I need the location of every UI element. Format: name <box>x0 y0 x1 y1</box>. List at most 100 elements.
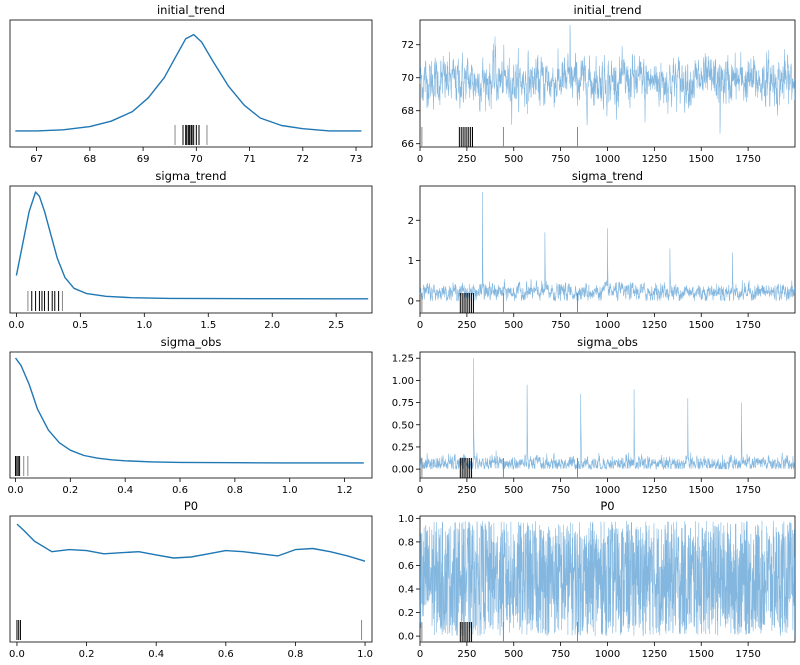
y-tick-label: 0.6 <box>398 561 414 572</box>
x-tick-label: 0.6 <box>172 485 188 496</box>
x-tick-label: 67 <box>30 154 43 165</box>
x-tick-label: 0.8 <box>287 649 303 660</box>
trace-line <box>419 24 796 134</box>
x-tick-label: 70 <box>190 154 203 165</box>
x-tick-label: 1000 <box>595 485 620 496</box>
panel-1: initial_trend 0 250 500 750 1000 1250 1500 1750 6… <box>401 3 796 165</box>
x-tick-label: 73 <box>350 154 363 165</box>
panel-5: sigma_obs 0 250 500 750 1000 1250 1500 1750 0.00 0… <box>392 335 796 496</box>
x-tick-label: 0 <box>417 154 423 165</box>
x-tick-label: 1750 <box>735 649 760 660</box>
x-tick-label: 1500 <box>689 320 714 331</box>
x-tick-label: 1750 <box>735 320 760 331</box>
kde-line <box>15 191 369 300</box>
x-tick-label: 750 <box>551 320 570 331</box>
x-tick-label: 1000 <box>595 649 620 660</box>
x-tick-label: 1000 <box>595 320 620 331</box>
axes-frame <box>9 351 373 479</box>
kde-line <box>15 33 362 132</box>
x-tick-label: 0.4 <box>148 649 164 660</box>
x-tick-label: 750 <box>551 154 570 165</box>
y-tick-label: 68 <box>401 106 414 117</box>
x-tick-label: 250 <box>457 320 476 331</box>
x-tick-label: 1500 <box>689 649 714 660</box>
x-tick-label: 1.5 <box>200 320 216 331</box>
x-tick-label: 0 <box>417 649 423 660</box>
y-tick-label: 0.50 <box>392 420 414 431</box>
panel-title: initial_trend <box>573 3 641 17</box>
y-tick-label: 70 <box>401 73 414 84</box>
y-tick-label: 0 <box>408 296 414 307</box>
panel-7: P0 0 250 500 750 1000 1250 1500 1750 0.0 0.2 0.4 0.6… <box>398 499 796 660</box>
panel-title: P0 <box>184 499 198 513</box>
x-tick-label: 500 <box>504 485 523 496</box>
y-tick-label: 0.2 <box>398 608 414 619</box>
x-tick-label: 0.6 <box>218 649 234 660</box>
panel-4: sigma_obs 0.0 0.2 0.4 0.6 0.8 1.0 1.2 <box>8 335 373 496</box>
x-tick-label: 1750 <box>735 485 760 496</box>
x-tick-label: 1500 <box>689 485 714 496</box>
panel-title: sigma_obs <box>161 335 222 349</box>
x-tick-label: 1250 <box>642 649 667 660</box>
x-tick-label: 2.0 <box>264 320 280 331</box>
y-tick-label: 0.25 <box>392 442 414 453</box>
x-tick-label: 750 <box>551 649 570 660</box>
x-tick-label: 1500 <box>689 154 714 165</box>
x-tick-label: 0 <box>417 320 423 331</box>
x-tick-label: 500 <box>504 320 523 331</box>
x-tick-label: 1750 <box>735 154 760 165</box>
x-tick-label: 1.0 <box>357 649 373 660</box>
x-tick-label: 500 <box>504 649 523 660</box>
kde-line <box>14 357 364 464</box>
y-tick-label: 0.4 <box>398 585 414 596</box>
x-tick-label: 750 <box>551 485 570 496</box>
x-tick-label: 250 <box>457 649 476 660</box>
panel-2: sigma_trend 0.0 0.5 1.0 1.5 2.0 2.5 <box>8 169 373 331</box>
y-tick-label: 1.0 <box>398 514 414 525</box>
y-tick-label: 0.0 <box>398 632 414 643</box>
trace-line <box>419 191 796 302</box>
panel-6: P0 0.0 0.2 0.4 0.6 0.8 1.0 <box>9 499 373 660</box>
axes-frame <box>9 515 373 643</box>
x-tick-label: 250 <box>457 154 476 165</box>
y-tick-label: 1.25 <box>392 354 414 365</box>
y-tick-label: 1 <box>408 256 414 267</box>
y-tick-label: 66 <box>401 139 414 150</box>
x-tick-label: 0.8 <box>227 485 243 496</box>
axes-frame <box>9 185 373 314</box>
x-tick-label: 0.5 <box>72 320 88 331</box>
x-tick-label: 72 <box>296 154 309 165</box>
panel-title: initial_trend <box>157 3 225 17</box>
x-tick-label: 500 <box>504 154 523 165</box>
y-tick-label: 0.75 <box>392 398 414 409</box>
x-tick-label: 0.0 <box>9 649 25 660</box>
y-tick-label: 72 <box>401 40 414 51</box>
axes-frame <box>9 19 373 148</box>
y-tick-label: 0.8 <box>398 537 414 548</box>
panel-title: P0 <box>600 499 614 513</box>
x-tick-label: 0.4 <box>117 485 133 496</box>
x-tick-label: 1000 <box>595 154 620 165</box>
y-tick-label: 1.00 <box>392 376 414 387</box>
panel-0: initial_trend 67 68 69 70 71 72 73 <box>9 3 373 165</box>
x-tick-label: 68 <box>83 154 96 165</box>
panel-title: sigma_obs <box>577 335 638 349</box>
x-tick-label: 71 <box>243 154 256 165</box>
x-tick-label: 1250 <box>642 154 667 165</box>
y-tick-label: 0.00 <box>392 465 414 476</box>
x-tick-label: 0 <box>417 485 423 496</box>
x-tick-label: 69 <box>137 154 150 165</box>
x-tick-label: 1.0 <box>282 485 298 496</box>
x-tick-label: 1.2 <box>337 485 353 496</box>
panel-title: sigma_trend <box>155 169 226 183</box>
x-tick-label: 1250 <box>642 485 667 496</box>
panel-title: sigma_trend <box>572 169 643 183</box>
trace-line <box>419 520 796 637</box>
x-tick-label: 1.0 <box>136 320 152 331</box>
panel-3: sigma_trend 0 250 500 750 1000 1250 1500 1750 0 1 2 <box>408 169 796 331</box>
x-tick-label: 0.2 <box>79 649 95 660</box>
y-tick-label: 2 <box>408 216 414 227</box>
x-tick-label: 250 <box>457 485 476 496</box>
x-tick-label: 2.5 <box>328 320 344 331</box>
x-tick-label: 0.0 <box>8 485 24 496</box>
